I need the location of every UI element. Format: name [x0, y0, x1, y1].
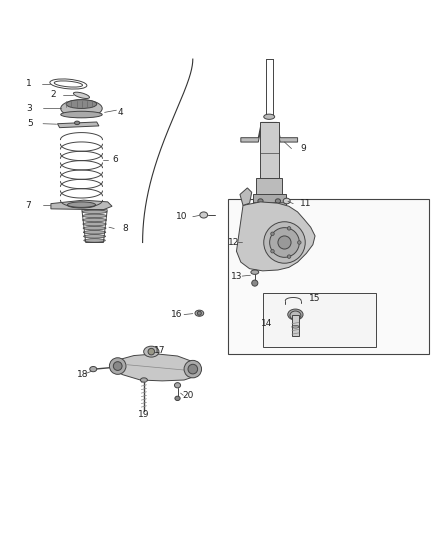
Polygon shape	[241, 123, 297, 142]
Ellipse shape	[195, 310, 204, 316]
Ellipse shape	[270, 228, 299, 257]
Text: 1: 1	[26, 79, 32, 88]
Ellipse shape	[258, 199, 263, 203]
Ellipse shape	[288, 309, 303, 320]
Text: 13: 13	[231, 272, 242, 280]
Text: 4: 4	[118, 108, 124, 117]
Polygon shape	[112, 354, 199, 381]
Ellipse shape	[252, 280, 258, 286]
Ellipse shape	[287, 255, 291, 259]
Ellipse shape	[67, 202, 95, 208]
Ellipse shape	[200, 212, 208, 218]
Text: 7: 7	[25, 201, 31, 210]
Ellipse shape	[90, 367, 97, 372]
Ellipse shape	[61, 111, 102, 118]
Text: 20: 20	[182, 391, 193, 400]
Ellipse shape	[74, 121, 80, 125]
Ellipse shape	[82, 214, 107, 217]
Text: 19: 19	[138, 410, 150, 419]
Ellipse shape	[297, 241, 301, 244]
Text: 17: 17	[154, 346, 166, 355]
Polygon shape	[237, 202, 315, 271]
Text: 3: 3	[26, 104, 32, 113]
Ellipse shape	[175, 396, 180, 400]
Ellipse shape	[174, 383, 180, 388]
Text: 2: 2	[50, 91, 56, 100]
Ellipse shape	[148, 349, 155, 355]
Text: 14: 14	[261, 319, 272, 328]
Polygon shape	[240, 188, 252, 205]
Bar	[260, 123, 279, 179]
Ellipse shape	[271, 249, 274, 253]
Bar	[228, 199, 428, 354]
Ellipse shape	[276, 199, 281, 203]
Ellipse shape	[66, 100, 97, 108]
Text: 15: 15	[309, 294, 321, 303]
Text: 18: 18	[77, 370, 88, 379]
Ellipse shape	[144, 346, 159, 357]
Bar	[263, 293, 376, 348]
Text: 9: 9	[300, 144, 306, 153]
Ellipse shape	[198, 311, 201, 315]
Ellipse shape	[264, 222, 305, 263]
Ellipse shape	[184, 360, 201, 378]
Ellipse shape	[290, 311, 301, 320]
Ellipse shape	[83, 218, 106, 222]
Text: 11: 11	[300, 199, 311, 208]
Text: 10: 10	[176, 212, 187, 221]
Ellipse shape	[83, 230, 106, 234]
Text: 8: 8	[122, 224, 128, 233]
Ellipse shape	[251, 270, 259, 274]
Polygon shape	[57, 122, 99, 128]
Bar	[292, 316, 299, 336]
Ellipse shape	[74, 92, 89, 99]
Ellipse shape	[83, 222, 106, 226]
Ellipse shape	[141, 378, 148, 382]
Polygon shape	[51, 200, 112, 210]
Ellipse shape	[83, 227, 106, 230]
Ellipse shape	[264, 114, 275, 119]
Text: 6: 6	[112, 155, 118, 164]
Bar	[256, 179, 283, 197]
Ellipse shape	[188, 364, 198, 374]
Ellipse shape	[113, 362, 122, 370]
Ellipse shape	[271, 232, 274, 236]
Text: 5: 5	[28, 119, 33, 128]
Text: 16: 16	[170, 310, 182, 319]
Ellipse shape	[61, 100, 102, 117]
Ellipse shape	[82, 210, 107, 214]
Ellipse shape	[84, 239, 105, 242]
Ellipse shape	[283, 198, 290, 204]
Ellipse shape	[278, 236, 291, 249]
Ellipse shape	[110, 358, 126, 374]
Ellipse shape	[84, 235, 106, 238]
Bar	[253, 195, 286, 207]
Ellipse shape	[287, 227, 291, 230]
Text: 12: 12	[228, 238, 240, 247]
